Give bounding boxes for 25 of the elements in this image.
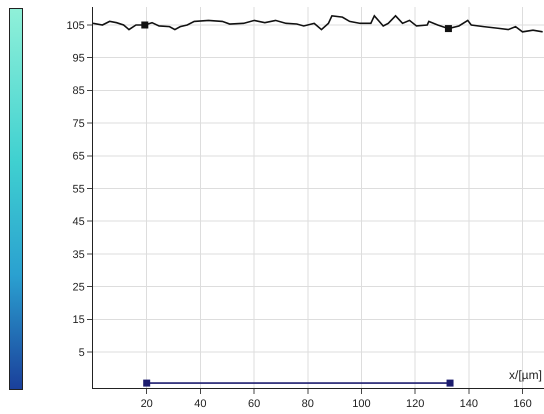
point — [141, 21, 148, 28]
y-tick-label: 5 — [78, 346, 85, 359]
x-tick-label: 160 — [513, 398, 532, 410]
y-tick-label: 75 — [72, 118, 85, 130]
x-tick-label: 20 — [140, 398, 153, 410]
x-axis-title: x/[µm] — [509, 368, 542, 382]
y-tick-label: 55 — [72, 183, 85, 196]
y-tick-label: 95 — [72, 52, 85, 65]
point — [444, 25, 452, 32]
x-tick-label: 40 — [194, 398, 207, 410]
line-series — [93, 15, 544, 33]
x-tick-label: 140 — [460, 398, 478, 410]
x-tick-label: 80 — [302, 398, 314, 410]
y-tick-label: 25 — [72, 281, 85, 294]
y-tick-label: 85 — [72, 85, 85, 98]
x-tick-label: 120 — [406, 398, 424, 410]
y-tick-label: 105 — [66, 20, 85, 32]
point — [143, 380, 150, 387]
y-tick-label: 45 — [72, 216, 85, 228]
x-tick-label: 100 — [352, 398, 371, 410]
point — [446, 380, 454, 387]
y-tick-label: 65 — [72, 150, 85, 163]
y-tick-label: 35 — [72, 248, 85, 261]
y-tick-label: 15 — [72, 314, 85, 326]
x-tick-label: 60 — [248, 398, 260, 410]
